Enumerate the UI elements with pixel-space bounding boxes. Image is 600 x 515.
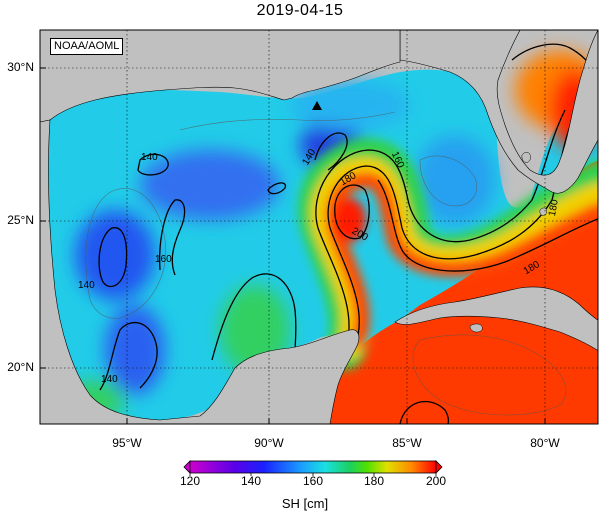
colorbar-tick-label: 160 xyxy=(302,474,324,488)
cuba xyxy=(394,286,598,352)
low-sh-southwest xyxy=(105,305,165,395)
contour-180-loop xyxy=(327,99,581,346)
map-title: 2019-04-15 xyxy=(256,2,344,19)
contour-label: 140 xyxy=(78,280,95,291)
colorbar-tick-label: 180 xyxy=(363,474,385,488)
contour-160-west xyxy=(159,199,186,276)
contour-170-east xyxy=(419,155,477,207)
shelf-east xyxy=(415,135,495,225)
isla-juventud xyxy=(469,323,483,333)
key-island xyxy=(539,207,547,216)
contour-label: 180 xyxy=(547,198,561,217)
mexico-yucatan xyxy=(40,119,360,424)
contour-140-northwest xyxy=(137,153,169,176)
contour-140-central xyxy=(267,182,287,195)
colorbar-tick-label: 120 xyxy=(179,474,201,488)
mid-sh-north xyxy=(290,80,410,130)
colorbar-label: SH [cm] xyxy=(281,496,329,511)
colorbar-tick-label: 200 xyxy=(425,474,447,488)
contour-200-core xyxy=(377,179,598,272)
contour-200-eddy xyxy=(334,184,370,240)
contour-180-south xyxy=(399,400,450,424)
northern-coast xyxy=(40,30,401,123)
noaa-watermark: NOAA/AOML xyxy=(50,38,124,55)
lat-tick-label: 20°N xyxy=(7,360,34,374)
colorbar-tick-label: 140 xyxy=(240,474,262,488)
lon-tick-label: 85°W xyxy=(392,436,422,450)
contour-150-west xyxy=(85,188,167,319)
lon-tick-label: 80°W xyxy=(530,436,560,450)
bahamas-island xyxy=(521,152,531,163)
station-marker xyxy=(312,101,322,110)
contour-label: 140 xyxy=(101,374,118,385)
colorbar-gradient xyxy=(189,460,437,474)
loop-current-core xyxy=(325,172,598,348)
low-sh-west xyxy=(75,210,155,300)
contour-150-north xyxy=(179,111,396,131)
map-frame xyxy=(39,29,599,425)
colorbar-high-arrow xyxy=(435,460,443,474)
warm-eddy xyxy=(334,198,366,242)
lat-tick-label: 25°N xyxy=(7,213,34,227)
lon-tick-label: 95°W xyxy=(112,436,142,450)
contour-140-west xyxy=(98,227,128,288)
colorbar xyxy=(183,460,443,476)
contour-label: 140 xyxy=(141,152,158,163)
colorbar-low-arrow xyxy=(183,460,191,474)
low-sh-central xyxy=(140,150,280,220)
lon-tick-label: 90°W xyxy=(254,436,284,450)
contour-label: 160 xyxy=(155,254,172,265)
lat-tick-label: 30°N xyxy=(7,60,34,74)
contour-140-southwest xyxy=(99,321,158,391)
contour-140-north xyxy=(314,132,348,171)
